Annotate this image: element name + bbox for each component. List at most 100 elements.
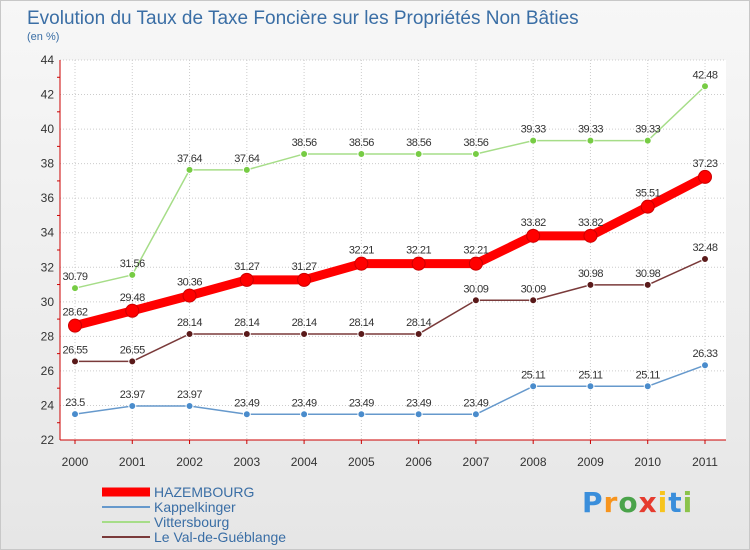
- data-label: 37.64: [234, 153, 259, 165]
- data-label: 28.14: [406, 317, 431, 329]
- data-point: [586, 280, 595, 289]
- legend-label: Le Val-de-Guéblange: [154, 529, 286, 545]
- data-point: [468, 256, 483, 271]
- data-point: [526, 228, 541, 243]
- x-tick-label: 2005: [348, 455, 375, 469]
- data-label: 30.36: [177, 277, 202, 289]
- data-point: [239, 272, 254, 287]
- data-label: 30.79: [62, 271, 87, 283]
- data-point: [185, 329, 194, 338]
- data-label: 23.49: [292, 397, 317, 409]
- series-line-vittersbourg: [74, 85, 706, 289]
- y-tick-label: 26: [41, 364, 55, 378]
- data-label: 28.14: [349, 317, 374, 329]
- data-point: [357, 410, 366, 419]
- legend-label: Kappelkinger: [154, 499, 236, 515]
- data-point: [471, 410, 480, 419]
- data-point: [643, 280, 652, 289]
- x-tick-label: 2011: [692, 455, 718, 469]
- data-label: 28.14: [234, 317, 259, 329]
- data-label: 32.21: [349, 245, 374, 257]
- data-point: [411, 256, 426, 271]
- logo-letter: x: [638, 486, 658, 519]
- data-label: 23.49: [349, 397, 374, 409]
- data-label: 29.48: [120, 292, 145, 304]
- data-point: [242, 410, 251, 419]
- series-line-hazembourg: [70, 172, 710, 331]
- data-label: 26.33: [692, 348, 717, 360]
- data-label: 26.55: [120, 344, 145, 356]
- data-point: [128, 270, 137, 279]
- x-tick-label: 2006: [405, 455, 432, 469]
- data-point: [128, 401, 137, 410]
- data-label: 39.33: [635, 124, 660, 136]
- data-label: 30.98: [578, 268, 603, 280]
- data-label: 33.82: [521, 217, 546, 229]
- data-point: [414, 149, 423, 158]
- data-point: [357, 329, 366, 338]
- y-tick-label: 22: [41, 433, 55, 447]
- data-point: [71, 284, 79, 293]
- data-label: 23.97: [120, 389, 145, 401]
- data-label: 23.5: [65, 397, 85, 409]
- data-label: 23.49: [463, 397, 488, 409]
- x-tick-label: 2003: [233, 455, 260, 469]
- logo-letter: t: [668, 486, 683, 519]
- data-label: 35.51: [635, 188, 660, 200]
- y-tick-label: 42: [41, 88, 55, 102]
- data-label: 30.98: [635, 268, 660, 280]
- data-point: [182, 288, 197, 303]
- data-point: [71, 357, 79, 366]
- data-point: [583, 228, 598, 243]
- data-point: [698, 169, 712, 184]
- data-point: [242, 165, 251, 174]
- data-label: 38.56: [406, 137, 431, 149]
- y-tick-label: 44: [41, 53, 55, 67]
- x-tick-label: 2000: [62, 455, 89, 469]
- data-point: [701, 254, 709, 263]
- data-point: [643, 382, 652, 391]
- plot-area: [60, 60, 726, 440]
- data-point: [701, 82, 709, 91]
- data-point: [357, 149, 366, 158]
- data-point: [68, 318, 82, 333]
- y-tick-label: 34: [41, 226, 55, 240]
- data-point: [640, 199, 655, 214]
- y-tick-label: 40: [41, 122, 55, 136]
- data-label: 37.23: [692, 158, 717, 170]
- data-label: 25.11: [521, 369, 546, 381]
- data-label: 31.56: [120, 258, 145, 270]
- data-point: [300, 410, 309, 419]
- y-tick-label: 28: [41, 329, 55, 343]
- data-label: 25.11: [636, 369, 661, 381]
- series-line-kappelkinger: [74, 364, 706, 416]
- data-point: [242, 329, 251, 338]
- data-label: 33.82: [578, 217, 603, 229]
- data-label: 23.49: [234, 397, 259, 409]
- proxiti-logo: Proxiti: [582, 486, 693, 519]
- logo-letter: r: [603, 486, 619, 519]
- x-tick-label: 2002: [176, 455, 203, 469]
- legend-label: HAZEMBOURG: [154, 484, 254, 500]
- data-point: [414, 410, 423, 419]
- x-tick-label: 2009: [577, 455, 604, 469]
- data-point: [128, 357, 137, 366]
- data-label: 38.56: [463, 137, 488, 149]
- data-label: 28.62: [62, 307, 87, 319]
- data-point: [529, 296, 538, 305]
- data-point: [701, 361, 709, 370]
- data-point: [354, 256, 369, 271]
- logo-letter: i: [657, 486, 669, 519]
- data-point: [414, 329, 423, 338]
- data-label: 28.14: [292, 317, 317, 329]
- data-label: 39.33: [578, 124, 603, 136]
- logo-letter: o: [618, 486, 639, 519]
- x-tick-label: 2001: [119, 455, 146, 469]
- chart-subtitle: (en %): [27, 31, 59, 43]
- data-label: 25.11: [578, 369, 603, 381]
- legend-label: Vittersbourg: [154, 514, 229, 530]
- data-label: 32.21: [406, 245, 431, 257]
- chart-title: Evolution du Taux de Taxe Foncière sur l…: [27, 8, 579, 29]
- data-point: [300, 329, 309, 338]
